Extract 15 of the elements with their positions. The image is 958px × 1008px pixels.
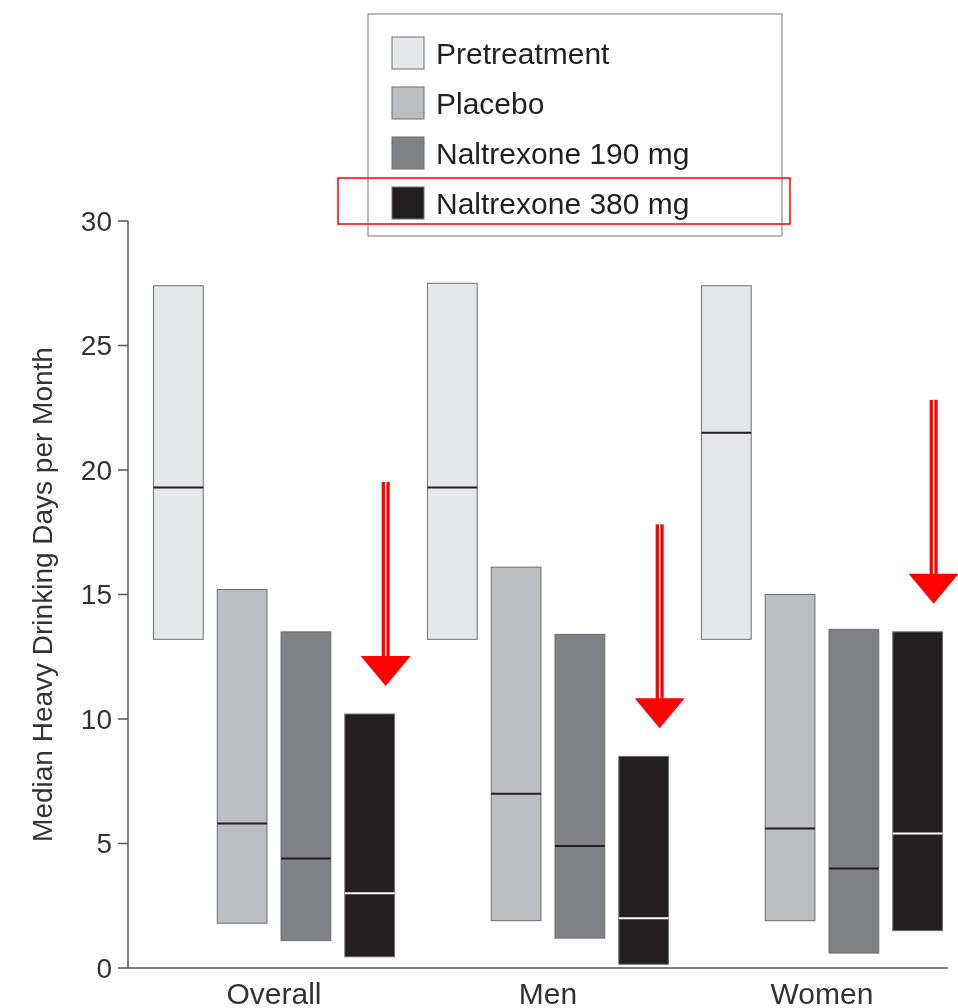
legend-label: Pretreatment xyxy=(436,37,611,70)
legend-label: Placebo xyxy=(436,87,545,120)
x-tick-label: Women xyxy=(770,977,874,1008)
y-tick-label: 5 xyxy=(96,828,112,860)
legend-label: Naltrexone 380 mg xyxy=(436,187,690,220)
y-tick-label: 25 xyxy=(80,330,112,362)
y-axis-title: Median Heavy Drinking Days per Month xyxy=(27,347,58,842)
y-tick-label: 10 xyxy=(80,703,112,735)
x-tick-label: Overall xyxy=(226,977,322,1008)
y-tick-label: 0 xyxy=(96,952,112,984)
y-tick-label: 15 xyxy=(80,579,112,611)
y-tick-label: 30 xyxy=(80,205,112,237)
legend-label: Naltrexone 190 mg xyxy=(436,137,690,170)
y-tick-label: 20 xyxy=(80,454,112,486)
x-tick-label: Men xyxy=(518,977,578,1008)
